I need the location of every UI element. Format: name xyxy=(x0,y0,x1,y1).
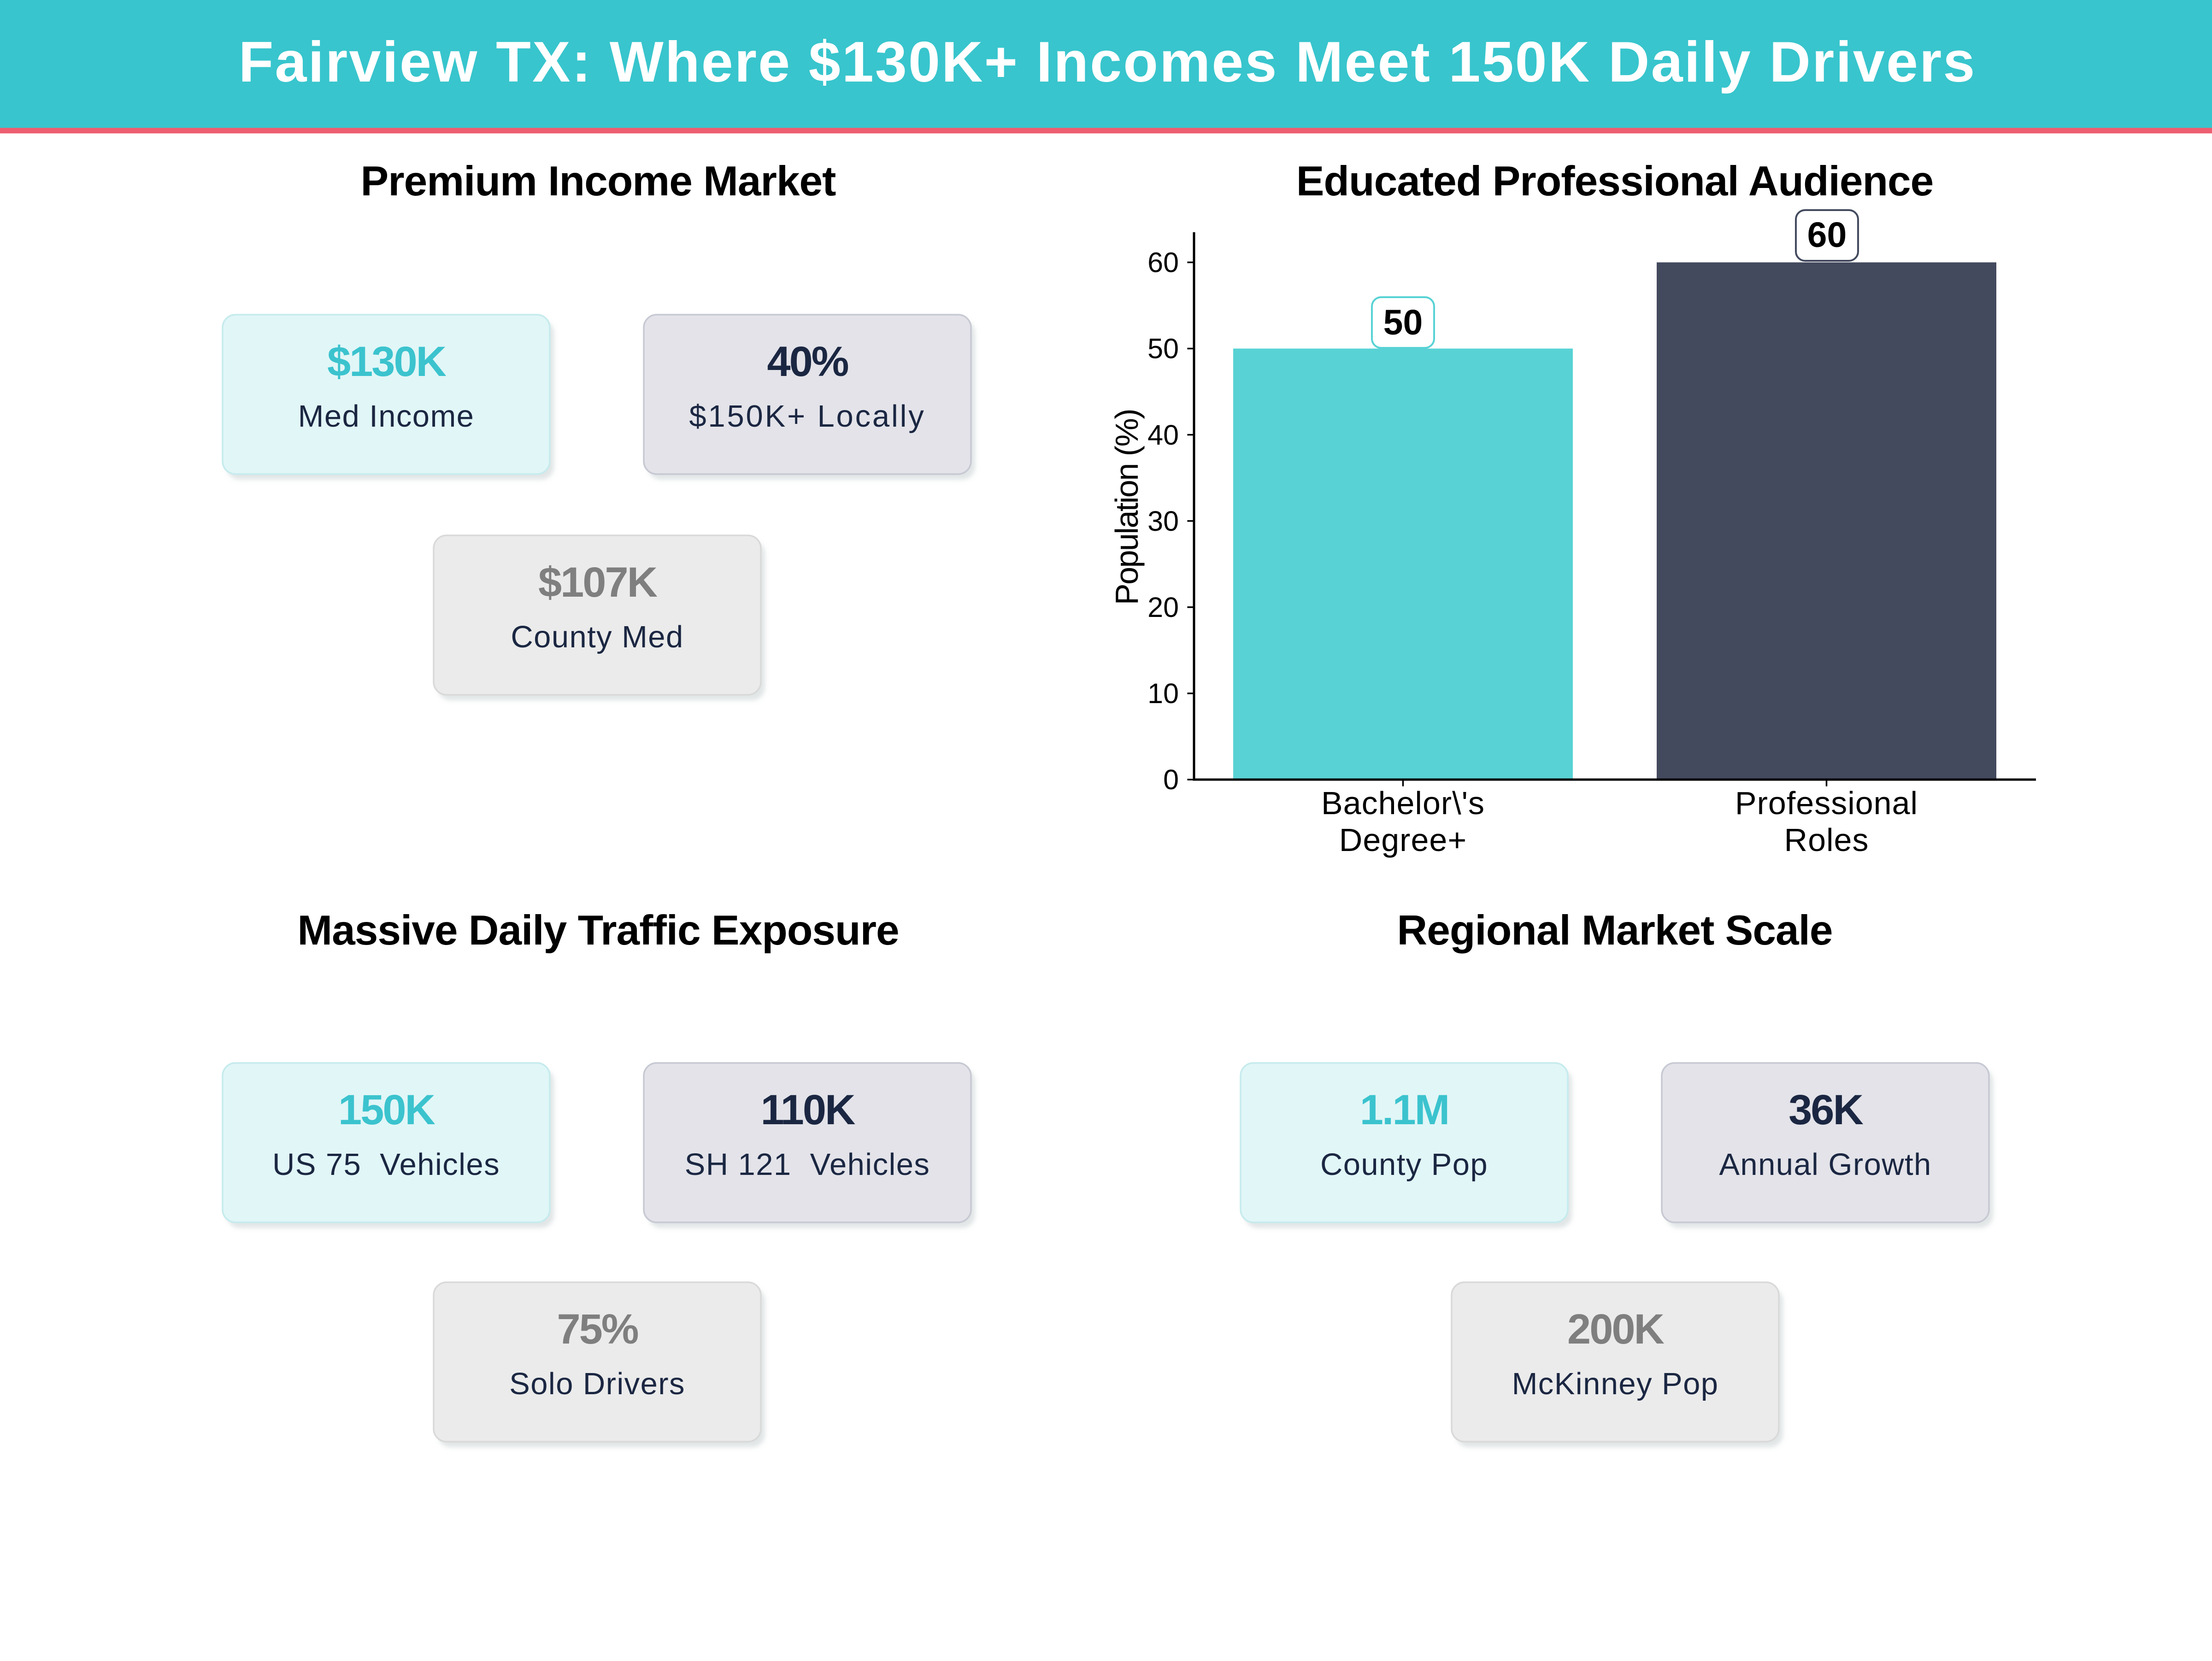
svg-text:Regional Market Scale: Regional Market Scale xyxy=(1397,907,1833,954)
svg-text:50: 50 xyxy=(1383,303,1423,342)
svg-text:Degree+: Degree+ xyxy=(1339,822,1467,858)
svg-text:Annual Growth: Annual Growth xyxy=(1719,1147,1931,1182)
svg-text:30: 30 xyxy=(1147,505,1179,537)
svg-text:60: 60 xyxy=(1807,215,1847,255)
svg-text:Med Income: Med Income xyxy=(298,399,475,434)
svg-text:$107K: $107K xyxy=(538,559,658,606)
svg-text:Population (%): Population (%) xyxy=(1109,410,1145,605)
svg-text:110K: 110K xyxy=(761,1086,855,1133)
svg-text:150K: 150K xyxy=(338,1086,435,1133)
svg-text:75%: 75% xyxy=(557,1306,638,1353)
svg-text:Professional: Professional xyxy=(1735,785,1918,821)
svg-text:Roles: Roles xyxy=(1784,822,1869,858)
svg-text:Premium Income Market: Premium Income Market xyxy=(361,158,836,205)
svg-text:1.1M: 1.1M xyxy=(1360,1086,1449,1133)
svg-text:10: 10 xyxy=(1147,678,1179,709)
svg-text:Solo Drivers: Solo Drivers xyxy=(509,1367,685,1401)
svg-text:County Pop: County Pop xyxy=(1320,1147,1488,1182)
svg-text:20: 20 xyxy=(1147,592,1179,623)
svg-text:Fairview TX: Where $130K+ Inco: Fairview TX: Where $130K+ Incomes Meet 1… xyxy=(239,30,1977,94)
svg-text:Bachelor\'s: Bachelor\'s xyxy=(1321,785,1485,821)
svg-text:40: 40 xyxy=(1147,419,1179,451)
svg-text:0: 0 xyxy=(1163,764,1179,795)
svg-text:McKinney Pop: McKinney Pop xyxy=(1512,1367,1719,1401)
svg-text:Educated Professional Audience: Educated Professional Audience xyxy=(1296,158,1934,205)
svg-text:50: 50 xyxy=(1147,333,1179,364)
svg-text:36K: 36K xyxy=(1788,1086,1863,1133)
svg-text:40%: 40% xyxy=(767,338,848,385)
svg-text:$130K: $130K xyxy=(327,338,447,385)
svg-text:$150K+ Locally: $150K+ Locally xyxy=(689,399,925,434)
svg-text:200K: 200K xyxy=(1567,1306,1664,1353)
svg-text:County Med: County Med xyxy=(511,620,683,654)
svg-text:SH 121 Vehicles: SH 121 Vehicles xyxy=(685,1147,930,1182)
svg-text:60: 60 xyxy=(1147,247,1179,278)
svg-text:US 75 Vehicles: US 75 Vehicles xyxy=(272,1147,500,1182)
svg-text:Massive Daily Traffic Exposure: Massive Daily Traffic Exposure xyxy=(297,907,899,954)
